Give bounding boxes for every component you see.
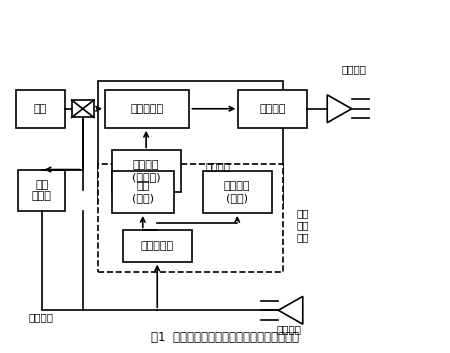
Bar (112, 171, 174, 213)
Text: 光电转换器: 光电转换器 (141, 241, 174, 251)
Text: 接收信号: 接收信号 (277, 324, 302, 334)
Bar (16, 90, 65, 128)
Text: 频谱分析
(速度): 频谱分析 (速度) (224, 181, 251, 203)
Text: 相关
(距离): 相关 (距离) (132, 181, 154, 203)
Text: 激光: 激光 (34, 104, 47, 114)
Text: 声光
调制器: 声光 调制器 (32, 180, 52, 201)
Bar (203, 171, 272, 213)
Text: 驱动电路
(调制码): 驱动电路 (调制码) (132, 161, 160, 182)
Polygon shape (327, 95, 351, 122)
Text: 调制部分: 调制部分 (205, 161, 230, 171)
Text: 发射信号: 发射信号 (342, 64, 366, 74)
Text: 电光调制器: 电光调制器 (130, 104, 164, 114)
Bar (238, 90, 307, 128)
Bar (123, 231, 192, 262)
Polygon shape (279, 297, 303, 324)
Text: 光放大器: 光放大器 (260, 104, 286, 114)
Text: 参考信号: 参考信号 (28, 312, 53, 322)
Bar (105, 90, 189, 128)
Text: 图1  距离和速度同步测量的激光雷达系统模型: 图1 距离和速度同步测量的激光雷达系统模型 (151, 331, 299, 344)
Bar (18, 169, 65, 211)
Bar (99, 164, 283, 272)
Bar (72, 100, 94, 118)
Bar (112, 150, 180, 192)
Bar (99, 81, 283, 204)
Text: 信号
处理
部分: 信号 处理 部分 (296, 209, 309, 242)
